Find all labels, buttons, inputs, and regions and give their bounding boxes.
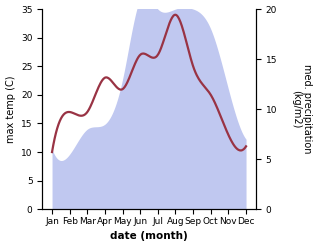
Y-axis label: max temp (C): max temp (C) [5, 75, 16, 143]
X-axis label: date (month): date (month) [110, 231, 188, 242]
Y-axis label: med. precipitation
(kg/m2): med. precipitation (kg/m2) [291, 64, 313, 154]
